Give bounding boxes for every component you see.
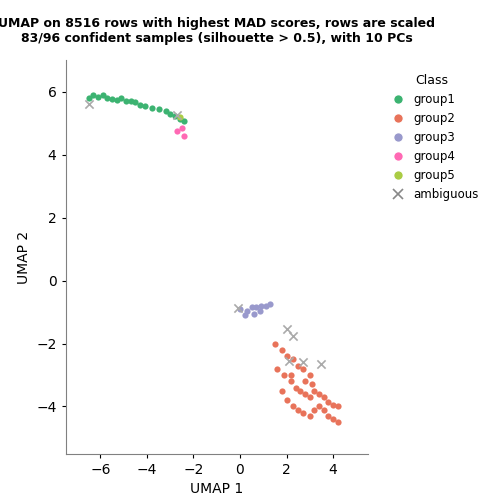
Point <box>173 127 181 135</box>
Point <box>334 418 342 426</box>
Point <box>136 100 144 108</box>
Point <box>266 300 274 308</box>
Point <box>180 117 188 125</box>
Point <box>257 302 265 310</box>
Point <box>85 94 93 102</box>
Point <box>306 393 314 401</box>
Point <box>171 112 179 120</box>
Point <box>178 124 186 132</box>
Point <box>282 396 290 404</box>
Point <box>320 393 328 401</box>
Point <box>315 402 323 410</box>
Point <box>243 306 251 314</box>
Point <box>113 96 121 104</box>
Point <box>148 104 156 112</box>
X-axis label: UMAP 1: UMAP 1 <box>190 482 243 496</box>
Point <box>155 105 163 113</box>
Point <box>278 346 286 354</box>
Point <box>234 304 242 312</box>
Point <box>306 412 314 420</box>
Point <box>117 94 125 102</box>
Point <box>89 91 97 99</box>
Legend: group1, group2, group3, group4, group5, ambiguous: group1, group2, group3, group4, group5, … <box>386 74 478 201</box>
Point <box>173 110 181 118</box>
Point <box>240 311 248 319</box>
Point <box>325 412 333 420</box>
Point <box>292 384 300 392</box>
Text: UMAP on 8516 rows with highest MAD scores, rows are scaled
83/96 confident sampl: UMAP on 8516 rows with highest MAD score… <box>0 17 435 45</box>
Point <box>310 406 319 414</box>
Point <box>308 381 316 389</box>
Point <box>141 102 149 110</box>
Point <box>85 100 93 108</box>
Point <box>103 94 111 102</box>
Point <box>131 98 139 106</box>
Point <box>310 387 319 395</box>
Point <box>273 365 281 373</box>
Point <box>94 93 102 101</box>
Point <box>175 114 183 122</box>
Point <box>329 415 337 423</box>
Point <box>318 360 326 368</box>
Point <box>299 409 307 417</box>
Point <box>285 357 293 365</box>
Point <box>247 303 256 311</box>
Point <box>289 332 297 340</box>
Point <box>296 387 304 395</box>
Point <box>278 387 286 395</box>
Point <box>108 95 116 103</box>
Point <box>299 358 307 366</box>
Point <box>161 107 169 115</box>
Point <box>256 306 264 314</box>
Point <box>122 97 130 105</box>
Point <box>175 113 183 121</box>
Point <box>289 402 297 410</box>
Point <box>236 305 244 313</box>
Point <box>301 390 309 398</box>
Point <box>325 398 333 406</box>
Point <box>320 406 328 414</box>
Point <box>329 401 337 409</box>
Point <box>287 377 295 385</box>
Y-axis label: UMAP 2: UMAP 2 <box>17 230 31 284</box>
Point <box>250 309 258 318</box>
Point <box>280 371 288 379</box>
Point <box>287 371 295 379</box>
Point <box>271 340 279 348</box>
Point <box>282 326 290 334</box>
Point <box>294 361 302 369</box>
Point <box>306 371 314 379</box>
Point <box>282 352 290 360</box>
Point <box>299 365 307 373</box>
Point <box>166 110 174 118</box>
Point <box>334 402 342 410</box>
Point <box>99 91 107 99</box>
Point <box>294 406 302 414</box>
Point <box>180 132 188 140</box>
Point <box>301 377 309 385</box>
Point <box>315 390 323 398</box>
Point <box>252 303 260 311</box>
Point <box>127 97 135 105</box>
Point <box>289 355 297 363</box>
Point <box>262 302 270 310</box>
